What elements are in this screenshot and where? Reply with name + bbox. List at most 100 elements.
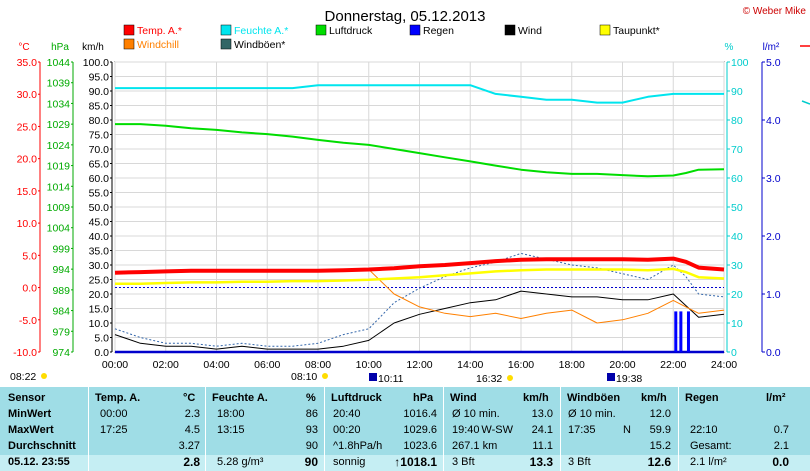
wind-tick-label: 20.0 xyxy=(89,289,110,301)
table-cell-temp-val: 2.8 xyxy=(183,455,200,469)
wind-tick-label: 35.0 xyxy=(89,246,110,258)
current-row-background xyxy=(0,455,810,471)
table-cell-temp-time: 00:00 xyxy=(100,408,128,420)
time-tick-label: 14:00 xyxy=(457,359,483,371)
humidity-tick-label: 20 xyxy=(731,289,743,301)
header-pressure: Luftdruck xyxy=(331,392,382,404)
wind-tick-label: 45.0 xyxy=(89,217,110,229)
humidity-tick-label: 40 xyxy=(731,231,743,243)
rain-tick-label: 5.0 xyxy=(766,57,781,69)
table-cell-label: MaxWert xyxy=(8,424,54,436)
wind-tick-label: 90.0 xyxy=(89,86,110,98)
time-tick-label: 00:00 xyxy=(102,359,128,371)
humidity-tick-label: 50 xyxy=(731,202,743,214)
legend: Temp. A.* Feuchte A.* Luftdruck Regen Wind Ta… xyxy=(123,24,660,51)
table-cell-hum-val: 86 xyxy=(305,408,318,420)
time-tick-label: 22:00 xyxy=(660,359,686,371)
wind-tick-label: 85.0 xyxy=(89,101,110,113)
temp-tick-label: 20.0 xyxy=(17,154,38,166)
time-tick-label: 18:00 xyxy=(559,359,585,371)
temp-tick-label: -10.0 xyxy=(13,347,37,359)
pressure-tick-label: 1004 xyxy=(47,223,71,235)
pressure-tick-label: 979 xyxy=(52,326,70,338)
chart-title: Donnerstag, 05.12.2013 xyxy=(325,8,486,25)
rain-bar xyxy=(686,311,690,352)
legend-label: Luftdruck xyxy=(329,25,373,37)
legend-label: Windböen* xyxy=(234,39,285,51)
time-tick-label: 06:00 xyxy=(254,359,280,371)
sun-icon xyxy=(507,375,513,381)
rain-tick-label: 0.0 xyxy=(766,347,781,359)
wind-tick-label: 15.0 xyxy=(89,304,110,316)
legend-swatch xyxy=(504,24,516,36)
rain-bar xyxy=(674,311,678,352)
time-tick-label: 24:00 xyxy=(711,359,737,371)
table-cell-hum-time: 18:00 xyxy=(217,408,245,420)
series-line-wind xyxy=(114,290,725,350)
moon-icon xyxy=(369,373,377,381)
table-cell-hum-val: 90 xyxy=(304,455,318,469)
legend-swatch xyxy=(220,24,232,36)
table-cell-gust-val: 12.6 xyxy=(647,455,671,469)
axes: 35.0 30.0 25.0 20.0 15.0 10.0 5.0 0.0 -5.0 -10.0 1… xyxy=(13,57,781,371)
table-cell-temp-val: 4.5 xyxy=(184,424,200,436)
sun-markers: 08:22 08:10 10:11 16:32 19:38 xyxy=(10,371,642,385)
wind-tick-label: 5.0 xyxy=(94,333,109,345)
sun-time-label: 10:11 xyxy=(378,373,404,385)
wind-tick-label: 0.0 xyxy=(94,347,109,359)
column-divider xyxy=(88,387,89,471)
table-cell-label: MinWert xyxy=(8,408,52,420)
table-cell-hum-time: 13:15 xyxy=(217,424,245,436)
moon-icon xyxy=(607,373,615,381)
humidity-tick-label: 60 xyxy=(731,173,743,185)
wind-tick-label: 10.0 xyxy=(89,318,110,330)
time-tick-label: 16:00 xyxy=(508,359,534,371)
humidity-tick-label: 100 xyxy=(731,57,749,69)
legend-swatch xyxy=(220,38,232,50)
table-cell-rain-val: 0.7 xyxy=(773,424,789,436)
humidity-tick-label: 10 xyxy=(731,318,743,330)
temp-tick-label: 5.0 xyxy=(22,250,37,262)
pressure-tick-label: 1029 xyxy=(47,119,71,131)
table-cell-wind-time: 3 Bft xyxy=(452,456,475,468)
wind-tick-label: 75.0 xyxy=(89,130,110,142)
humidity-tick-label: 70 xyxy=(731,144,743,156)
table-cell-rain-time: 22:10 xyxy=(690,424,718,436)
series-line-tempa xyxy=(114,256,725,275)
wind-tick-label: 60.0 xyxy=(89,173,110,185)
sun-time-label: 08:10 xyxy=(291,371,317,383)
header-rain: Regen xyxy=(685,392,719,404)
wind-tick-label: 50.0 xyxy=(89,202,110,214)
humidity-tick-label: 30 xyxy=(731,260,743,272)
table-cell-wind-val: 13.3 xyxy=(529,455,553,469)
time-tick-label: 20:00 xyxy=(609,359,635,371)
table-cell-press-val: 1023.6 xyxy=(403,440,437,452)
table-cell-rain-time: 2.1 l/m² xyxy=(690,456,727,468)
header-temp-unit: °C xyxy=(183,392,196,404)
table-cell-press-time: sonnig xyxy=(333,456,366,468)
series-line-feuchtea xyxy=(115,84,724,104)
table-cell-gust-time: Ø 10 min. xyxy=(568,408,616,420)
pressure-tick-label: 989 xyxy=(52,285,70,297)
time-tick-label: 04:00 xyxy=(203,359,229,371)
header-wind: Wind xyxy=(450,392,477,404)
time-tick-label: 08:00 xyxy=(305,359,331,371)
legend-swatch xyxy=(123,24,135,36)
humidity-tick-label: 80 xyxy=(731,115,743,127)
table-cell-rain-val: 2.1 xyxy=(773,440,789,452)
table-cell-temp-val: 2.3 xyxy=(184,408,200,420)
legend-label: Taupunkt* xyxy=(613,25,660,37)
legend-label: Feuchte A.* xyxy=(234,25,288,37)
time-tick-label: 10:00 xyxy=(356,359,382,371)
table-cell-label: 05.12. 23:55 xyxy=(8,456,70,468)
wind-tick-label: 95.0 xyxy=(89,72,110,84)
table-cell-rain-val: 0.0 xyxy=(772,455,789,469)
table-cell-rain-time: Gesamt: xyxy=(690,440,732,452)
wind-tick-label: 100.0 xyxy=(83,57,109,69)
header-sensor: Sensor xyxy=(8,392,46,404)
time-tick-label: 02:00 xyxy=(153,359,179,371)
humidity-tick-label: 0 xyxy=(731,347,737,359)
column-divider xyxy=(324,387,325,471)
table-cell-hum-val: 93 xyxy=(305,424,318,436)
temp-tick-label: -5.0 xyxy=(19,315,37,327)
